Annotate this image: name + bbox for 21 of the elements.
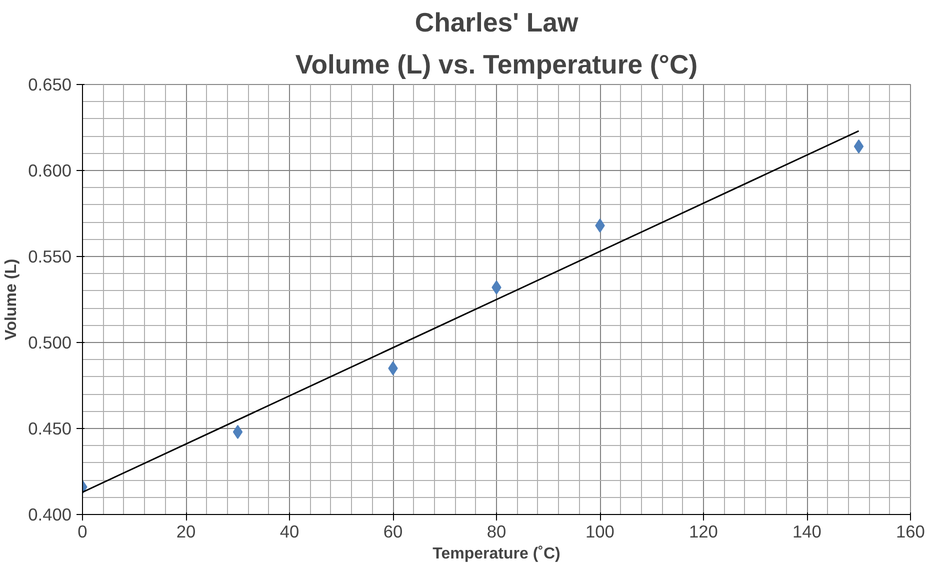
chart-subtitle: Volume (L) vs. Temperature (°C) xyxy=(295,50,698,80)
y-tick-label: 0.550 xyxy=(28,246,72,266)
x-tick-label: 100 xyxy=(586,522,614,542)
point xyxy=(232,424,243,439)
y-tick-label: 0.600 xyxy=(28,160,72,180)
x-tick-label: 140 xyxy=(792,522,822,542)
y-tick-label: 0.500 xyxy=(28,332,72,352)
x-axis-title: Temperature (˚C) xyxy=(432,546,560,562)
x-tick-label: 120 xyxy=(689,522,718,542)
point xyxy=(854,139,864,154)
chart-title: Charles' Law xyxy=(414,8,578,38)
x-tick-label: 20 xyxy=(176,522,196,542)
y-tick-label: 0.650 xyxy=(28,74,72,94)
y-axis-title: Volume (L) xyxy=(3,258,20,340)
x-tick-label: 0 xyxy=(78,522,88,542)
x-tick-label: 60 xyxy=(383,522,403,542)
x-tick-label: 80 xyxy=(486,522,506,542)
x-tick-label: 40 xyxy=(280,522,300,542)
x-tick-label: 160 xyxy=(896,522,925,542)
y-tick-label: 0.450 xyxy=(28,418,72,438)
y-tick-label: 0.400 xyxy=(28,504,72,524)
